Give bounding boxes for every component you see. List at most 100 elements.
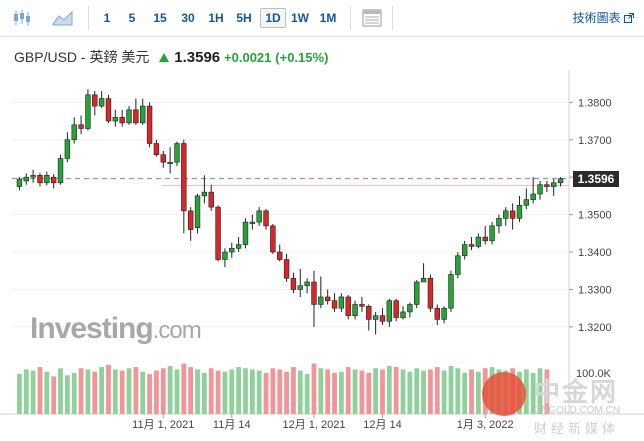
candle-body [427,277,434,309]
y-tick-label: 1.3200 [578,322,612,334]
candle-body [105,98,112,122]
investing-watermark: Investing.com [30,312,202,345]
last-price: 1.3596 [174,49,221,66]
volume-bar [92,371,98,414]
volume-bar [544,369,550,414]
volume-bar [523,369,529,414]
volume-bar [386,365,392,414]
candle-body [249,221,256,224]
candle-body [338,296,345,309]
candle-body [441,307,447,320]
candle-body [235,244,242,249]
volume-bar [181,363,187,414]
volume-bar [455,368,461,414]
volume-bar [195,369,200,414]
candle-body [187,210,194,230]
timeframe-15[interactable]: 15 [153,11,167,25]
timeframe-30[interactable]: 30 [181,11,195,25]
candle-body [366,306,372,320]
area-chart-icon[interactable] [52,9,73,27]
volume-bar [530,372,536,414]
volume-bar [304,374,310,414]
volume-bar [332,372,337,414]
volume-bar [256,370,262,414]
volume-bar [325,369,331,414]
volume-bar [270,368,276,414]
technical-chart-link[interactable]: 技術圖表 [573,9,634,26]
candle-body [318,296,324,305]
candle-body [400,311,406,318]
volume-bar [167,365,173,414]
volume-bar [174,369,180,414]
candle-body [290,277,297,290]
candle-body [112,116,119,122]
candle-body [489,225,495,242]
candle-body [160,154,166,163]
volume-bar [229,369,235,414]
candle-body [530,193,536,200]
candle-body [551,182,557,187]
candle-body [386,300,393,322]
candle-body [434,307,440,320]
volume-bar [106,364,111,414]
candle-body [85,94,91,129]
toolbar-separator [392,6,393,30]
candle-body [201,191,208,197]
candle-body [544,184,550,187]
candle-body [78,124,84,129]
table-view-icon[interactable] [362,9,382,27]
volume-bar [462,372,468,414]
candle-body [407,304,413,313]
candle-body [297,285,303,290]
volume-bar [30,370,36,414]
timeframe-1h[interactable]: 1H [208,11,224,25]
timeframe-1[interactable]: 1 [103,11,111,25]
timeframe-1w[interactable]: 1W [291,11,309,25]
candle-body [345,296,351,316]
candlestick-icon[interactable] [12,9,32,27]
volume-bar [400,369,406,414]
volume-bar [188,367,194,414]
x-tick-label: 11月 14 [213,419,251,431]
candle-body [359,304,365,307]
candle-body [455,255,461,275]
cngold-logo-url: CNGOLD.COM.CN [534,405,621,416]
candle-body [414,281,420,305]
volume-bar [359,370,365,414]
volume-bar [51,376,57,414]
volume-bar [23,369,29,414]
candle-body [126,109,132,124]
volume-bar [99,367,105,414]
candle-body [331,300,338,309]
volume-bar [64,375,70,414]
candle-body [537,184,543,195]
volume-bar [297,370,303,414]
candle-body [30,175,36,178]
candle-body [208,191,214,208]
volume-bar [44,371,50,414]
y-tick-label: 1.3500 [578,210,612,222]
timeframe-1m[interactable]: 1M [319,11,337,25]
timeframe-5h[interactable]: 5H [236,11,252,25]
candle-body [256,210,262,223]
candle-body [98,98,105,107]
volume-bar [236,367,242,414]
candle-body [482,236,488,242]
symbol-name: GBP/USD - 英鎊 美元 [14,49,150,65]
volume-bar [78,368,84,414]
candle-body [311,281,317,305]
price-change: +0.0021 [224,50,272,65]
volume-bar [17,374,22,414]
candle-body [37,175,43,184]
candle-body [393,300,399,318]
volume-bar [133,367,139,414]
candle-body [372,315,379,320]
x-tick-label: 11月 1, 2021 [132,419,194,431]
volume-bar [249,369,255,414]
candle-body [304,281,310,287]
candle-body [523,199,530,206]
chart-toolbar: 1 5 15 30 1H 5H 1D 1W 1M 技術圖表 [0,0,644,37]
candle-body [475,236,482,247]
timeframe-5[interactable]: 5 [128,11,136,25]
timeframe-1d[interactable]: 1D [260,8,286,28]
